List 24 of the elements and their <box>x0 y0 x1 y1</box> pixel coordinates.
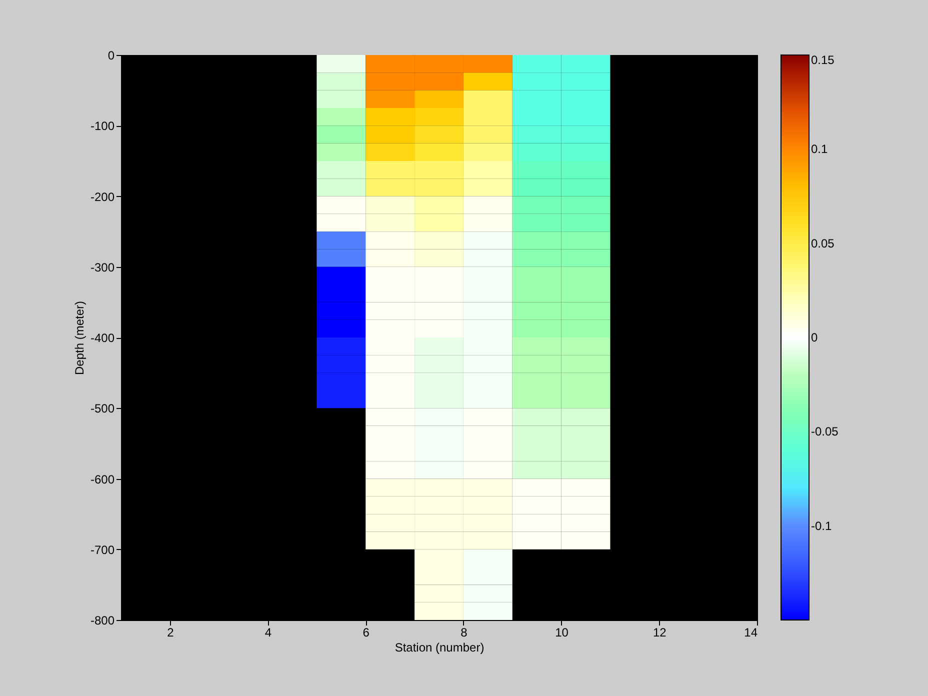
y-tick-label: -700 <box>90 542 115 557</box>
x-tick-label: 2 <box>167 626 174 640</box>
y-tick-label: -500 <box>90 402 115 416</box>
y-tick-label: -600 <box>90 472 115 486</box>
color-bar-label: -0.05 <box>811 424 839 439</box>
x-tick-label: 10 <box>555 626 569 640</box>
y-tick-label: -800 <box>90 614 115 628</box>
y-tick-label: -400 <box>90 331 115 345</box>
y-tick-label: -200 <box>90 190 115 204</box>
y-tick-label: -100 <box>90 119 115 134</box>
x-tick-label: 6 <box>362 626 370 640</box>
x-tick-label: 12 <box>652 626 667 640</box>
y-tick-label: -300 <box>90 260 115 274</box>
x-tick-label: 14 <box>744 626 758 640</box>
x-tick-label: 8 <box>460 626 468 640</box>
x-axis-title: Station (number) <box>394 640 484 654</box>
y-axis-title: Depth (meter) <box>72 300 86 376</box>
x-tick-label: 4 <box>264 626 272 640</box>
color-bar-label: -0.1 <box>811 518 832 533</box>
color-bar-label: 0.15 <box>811 53 835 67</box>
y-tick-label: 0 <box>108 48 115 62</box>
color-bar-label: 0.1 <box>811 142 828 156</box>
color-bar-label: 0 <box>811 330 818 344</box>
color-bar-label: 0.05 <box>811 236 835 250</box>
